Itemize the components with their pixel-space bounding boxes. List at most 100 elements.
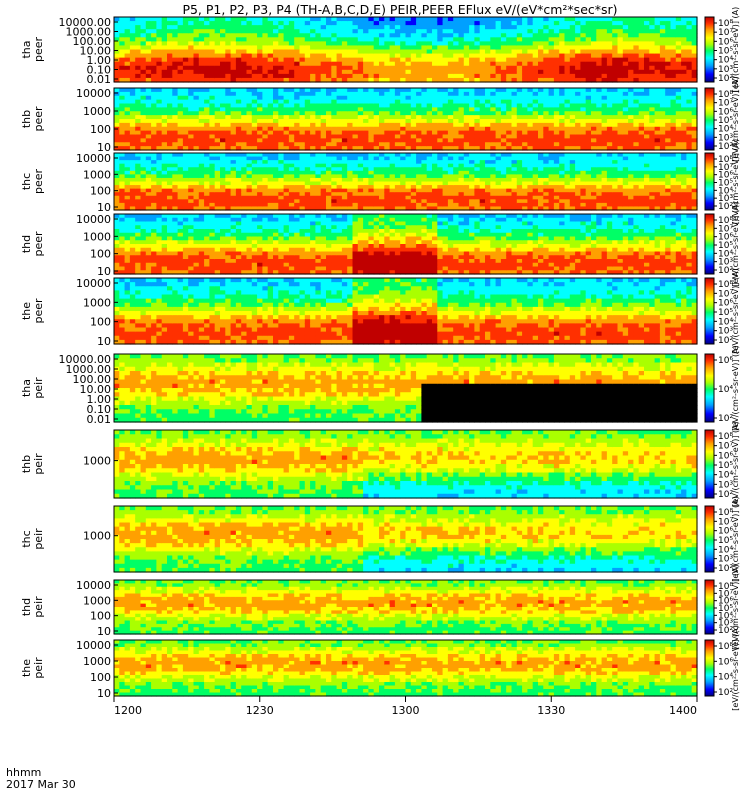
- heatmap-cell: [559, 119, 566, 124]
- heatmap-cell: [437, 195, 444, 200]
- heatmap-cell: [341, 53, 348, 59]
- heatmap-cell: [564, 195, 571, 200]
- heatmap-cell: [151, 156, 157, 161]
- heatmap-cell: [543, 185, 550, 190]
- heatmap-cell: [310, 119, 316, 124]
- heatmap-cell: [304, 17, 311, 22]
- heatmap-cell: [628, 65, 634, 71]
- heatmap-cell: [670, 119, 677, 124]
- heatmap-cell: [198, 17, 205, 22]
- heatmap-cell: [373, 163, 380, 168]
- heatmap-cell: [135, 95, 142, 101]
- heatmap-cell: [124, 91, 131, 97]
- heatmap-cell: [442, 49, 449, 55]
- heatmap-cell: [310, 181, 316, 186]
- heatmap-cell: [310, 95, 316, 101]
- heatmap-cell: [204, 177, 210, 183]
- heatmap-cell: [495, 119, 502, 124]
- heatmap-cell: [336, 142, 343, 147]
- heatmap-cell: [220, 146, 226, 151]
- heatmap-cell: [585, 95, 592, 101]
- heatmap-cell: [416, 69, 422, 75]
- heatmap-cell: [649, 29, 656, 34]
- heatmap-cell: [490, 146, 497, 151]
- heatmap-cell: [400, 95, 407, 101]
- heatmap-cell: [659, 73, 666, 79]
- heatmap-cell: [235, 17, 242, 22]
- heatmap-cell: [379, 88, 385, 93]
- heatmap-cell: [389, 57, 396, 63]
- heatmap-cell: [569, 65, 576, 71]
- heatmap-cell: [188, 17, 195, 22]
- heatmap-cell: [299, 122, 306, 128]
- heatmap-cell: [511, 115, 518, 120]
- heatmap-cell: [659, 146, 666, 151]
- heatmap-cell: [114, 49, 120, 55]
- heatmap-cell: [416, 61, 422, 67]
- heatmap-cell: [416, 53, 422, 59]
- heatmap-cell: [198, 199, 205, 204]
- heatmap-cell: [479, 77, 486, 83]
- heatmap-cell: [601, 57, 608, 63]
- heatmap-cell: [490, 88, 497, 93]
- heatmap-cell: [119, 45, 126, 51]
- heatmap-cell: [310, 69, 316, 75]
- heatmap-cell: [421, 126, 428, 132]
- heatmap-cell: [389, 17, 396, 22]
- heatmap-cell: [262, 192, 269, 197]
- heatmap-cell: [315, 45, 322, 51]
- heatmap-cell: [654, 103, 661, 108]
- heatmap-cell: [336, 77, 343, 83]
- heatmap-cell: [145, 160, 152, 165]
- heatmap-cell: [304, 134, 311, 139]
- heatmap-cell: [659, 119, 666, 124]
- heatmap-cell: [336, 61, 343, 67]
- heatmap-cell: [453, 73, 460, 79]
- heatmap-cell: [262, 188, 269, 193]
- heatmap-cell: [220, 61, 226, 67]
- heatmap-cell: [145, 21, 152, 26]
- heatmap-cell: [294, 130, 301, 136]
- heatmap-cell: [548, 170, 555, 175]
- heatmap-cell: [400, 153, 407, 158]
- heatmap-cell: [241, 122, 248, 128]
- heatmap-cell: [204, 195, 210, 200]
- heatmap-cell: [437, 153, 444, 158]
- heatmap-cell: [283, 188, 290, 193]
- heatmap-cell: [469, 95, 475, 101]
- heatmap-cell: [591, 69, 597, 75]
- heatmap-cell: [458, 53, 465, 59]
- heatmap-cell: [490, 41, 497, 47]
- heatmap-cell: [410, 138, 417, 143]
- heatmap-cell: [665, 33, 672, 38]
- heatmap-cell: [490, 130, 497, 136]
- heatmap-cell: [135, 45, 142, 51]
- heatmap-cell: [225, 199, 232, 204]
- heatmap-cell: [257, 126, 263, 132]
- heatmap-cell: [161, 163, 168, 168]
- heatmap-cell: [474, 174, 481, 179]
- heatmap-cell: [500, 181, 507, 186]
- heatmap-cell: [336, 202, 343, 208]
- heatmap-cell: [363, 53, 369, 59]
- heatmap-cell: [251, 57, 258, 63]
- heatmap-cell: [691, 142, 698, 147]
- heatmap-cell: [675, 134, 682, 139]
- heatmap-cell: [220, 195, 226, 200]
- heatmap-cell: [447, 88, 454, 93]
- heatmap-cell: [384, 130, 391, 136]
- heatmap-cell: [447, 53, 454, 59]
- heatmap-cell: [453, 202, 460, 208]
- heatmap-cell: [347, 174, 354, 179]
- heatmap-cell: [225, 88, 232, 93]
- heatmap-cell: [522, 138, 528, 143]
- heatmap-cell: [177, 107, 184, 112]
- heatmap-cell: [198, 195, 205, 200]
- heatmap-cell: [490, 111, 497, 116]
- heatmap-cell: [188, 115, 195, 120]
- heatmap-cell: [352, 156, 359, 161]
- heatmap-cell: [638, 103, 645, 108]
- heatmap-cell: [326, 91, 332, 97]
- heatmap-cell: [124, 192, 131, 197]
- heatmap-cell: [135, 195, 142, 200]
